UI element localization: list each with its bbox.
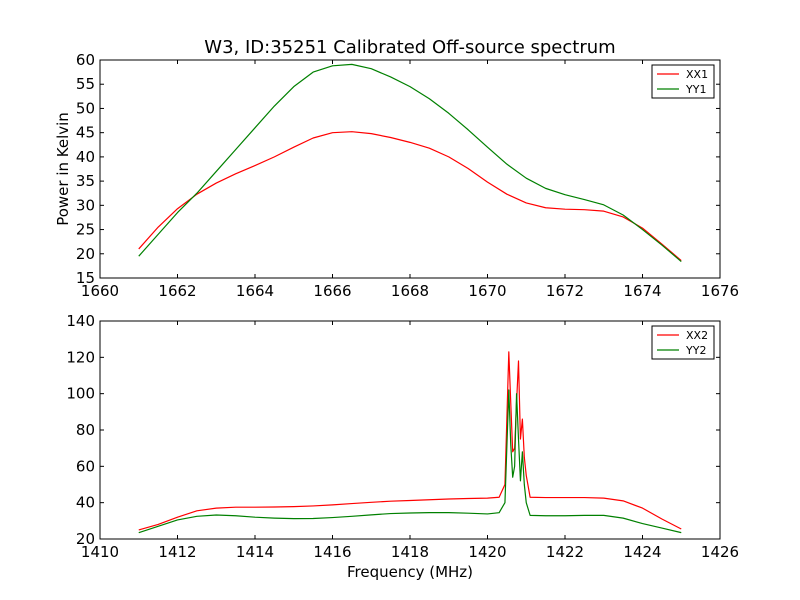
bottom-y-tick-label: 60 [76, 457, 95, 475]
bottom-legend-box [651, 325, 715, 360]
bottom-x-tick-label: 1422 [546, 543, 584, 561]
top-x-tick-label: 1670 [468, 282, 506, 300]
top-y-tick-label: 30 [76, 196, 95, 214]
bottom-y-tick-label: 40 [76, 494, 95, 512]
top-y-tick-label: 15 [76, 269, 95, 287]
top-y-tick-label: 35 [76, 172, 95, 190]
top-y-tick-label: 60 [76, 51, 95, 69]
bottom-x-tick-label: 1418 [391, 543, 429, 561]
bottom-x-tick-label: 1426 [701, 543, 739, 561]
bottom-series-line-xx2 [138, 351, 682, 531]
top-y-tick-label: 50 [76, 99, 95, 117]
bottom-x-tick-label: 1420 [468, 543, 506, 561]
top-x-tick-label: 1660 [81, 282, 119, 300]
top-x-tick-label: 1664 [236, 282, 274, 300]
bottom-series-line-yy2 [138, 389, 682, 534]
bottom-x-tick-label: 1424 [623, 543, 661, 561]
top-x-tick-label: 1676 [701, 282, 739, 300]
bottom-legend-label-xx2: XX2 [686, 329, 708, 342]
bottom-y-tick-label: 120 [66, 348, 95, 366]
bottom-x-tick-label: 1412 [158, 543, 196, 561]
top-y-axis-label: Power in Kelvin [54, 112, 72, 226]
top-y-tick-label: 20 [76, 245, 95, 263]
top-x-tick-label: 1668 [391, 282, 429, 300]
top-y-tick-label: 25 [76, 221, 95, 239]
bottom-y-tick-label: 20 [76, 530, 95, 548]
top-x-tick-label: 1674 [623, 282, 661, 300]
top-legend-box [651, 64, 715, 99]
top-legend-label-xx1: XX1 [686, 68, 708, 81]
bottom-x-tick-label: 1410 [81, 543, 119, 561]
top-y-tick-label: 45 [76, 124, 95, 142]
bottom-panel: 1410 1412 1414 1416 1418 1420 1422 1424 1426 20 40… [66, 312, 739, 561]
bottom-x-tick-label: 1416 [313, 543, 351, 561]
top-x-tick-label: 1662 [158, 282, 196, 300]
top-y-tick-label: 40 [76, 148, 95, 166]
bottom-y-tick-label: 100 [66, 385, 95, 403]
chart-title: W3, ID:35251 Calibrated Off-source spect… [204, 37, 615, 58]
bottom-x-tick-label: 1414 [236, 543, 274, 561]
bottom-y-tick-label: 140 [66, 312, 95, 330]
top-x-tick-label: 1672 [546, 282, 584, 300]
top-legend-label-yy1: YY1 [685, 83, 706, 96]
bottom-x-axis-label: Frequency (MHz) [347, 563, 473, 581]
bottom-y-tick-label: 80 [76, 421, 95, 439]
bottom-legend-label-yy2: YY2 [685, 344, 706, 357]
top-x-tick-label: 1666 [313, 282, 351, 300]
top-series-line-xx1 [138, 131, 682, 262]
top-y-tick-label: 55 [76, 75, 95, 93]
top-panel: 1660 1662 1664 1666 1668 1670 1672 1674 1676 15 20… [76, 51, 739, 300]
top-series-line-yy1 [138, 63, 682, 262]
